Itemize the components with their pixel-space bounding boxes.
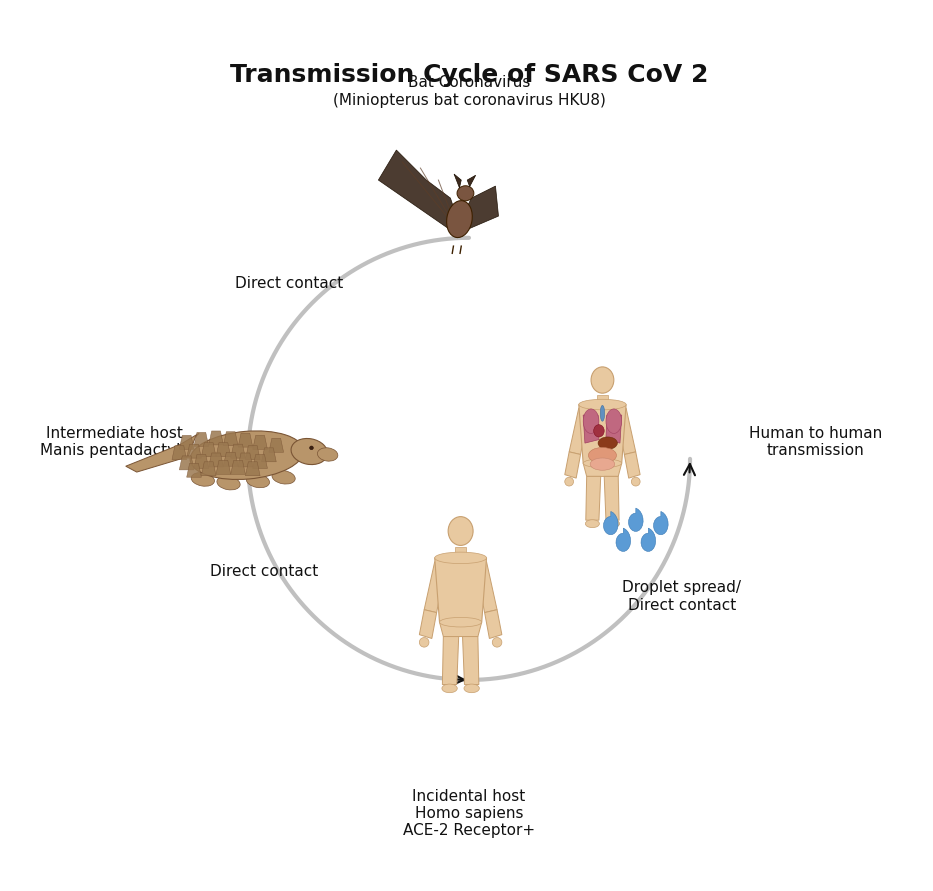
Polygon shape (629, 508, 643, 531)
Polygon shape (463, 636, 479, 684)
Polygon shape (605, 477, 620, 520)
Polygon shape (238, 433, 253, 447)
Text: Transmission Cycle of SARS CoV 2: Transmission Cycle of SARS CoV 2 (230, 62, 708, 86)
Ellipse shape (591, 367, 614, 393)
Ellipse shape (606, 519, 620, 527)
Polygon shape (230, 445, 245, 458)
Ellipse shape (493, 638, 502, 647)
Polygon shape (569, 408, 590, 454)
Polygon shape (245, 462, 260, 476)
Text: Direct contact: Direct contact (211, 564, 319, 579)
Ellipse shape (600, 405, 605, 421)
Ellipse shape (632, 478, 640, 486)
Ellipse shape (439, 617, 481, 627)
Polygon shape (238, 453, 253, 467)
Polygon shape (624, 452, 640, 478)
Polygon shape (230, 461, 245, 474)
Polygon shape (187, 445, 202, 458)
Text: Bat Coronavirus
(Miniopterus bat coronavirus HKU8): Bat Coronavirus (Miniopterus bat coronav… (332, 75, 606, 108)
Ellipse shape (419, 638, 429, 647)
Polygon shape (604, 511, 618, 535)
Polygon shape (425, 561, 446, 613)
Ellipse shape (191, 472, 215, 486)
Polygon shape (209, 453, 223, 467)
Polygon shape (216, 443, 230, 457)
Polygon shape (597, 395, 607, 405)
Polygon shape (583, 415, 599, 443)
Polygon shape (253, 436, 268, 449)
Ellipse shape (464, 684, 480, 692)
Polygon shape (578, 405, 626, 463)
Text: Droplet spread/
Direct contact: Droplet spread/ Direct contact (622, 580, 741, 613)
Polygon shape (261, 448, 276, 462)
Polygon shape (245, 446, 260, 460)
Ellipse shape (564, 478, 574, 486)
Polygon shape (126, 433, 199, 472)
Polygon shape (419, 609, 437, 639)
Polygon shape (179, 436, 194, 449)
Polygon shape (179, 456, 194, 470)
Polygon shape (187, 463, 202, 478)
Text: Direct contact: Direct contact (235, 276, 343, 291)
Polygon shape (223, 432, 238, 446)
Polygon shape (216, 461, 230, 474)
Ellipse shape (291, 438, 327, 464)
Ellipse shape (272, 470, 295, 484)
Polygon shape (194, 454, 209, 469)
Polygon shape (653, 511, 668, 535)
Text: Human to human
transmission: Human to human transmission (748, 426, 882, 458)
Ellipse shape (190, 431, 303, 479)
Ellipse shape (317, 448, 338, 462)
Text: Incidental host
Homo sapiens
ACE-2 Receptor+: Incidental host Homo sapiens ACE-2 Recep… (403, 789, 535, 838)
Polygon shape (253, 454, 268, 469)
Polygon shape (475, 561, 497, 613)
Ellipse shape (593, 425, 605, 437)
Ellipse shape (585, 519, 599, 527)
Polygon shape (641, 528, 656, 552)
Polygon shape (269, 438, 284, 453)
Ellipse shape (583, 459, 621, 468)
Ellipse shape (448, 517, 473, 545)
Ellipse shape (442, 684, 457, 692)
Polygon shape (583, 463, 621, 477)
Ellipse shape (598, 437, 618, 449)
Polygon shape (435, 558, 486, 622)
Polygon shape (586, 477, 601, 520)
Ellipse shape (216, 477, 240, 490)
Ellipse shape (246, 474, 270, 487)
Polygon shape (439, 622, 481, 636)
Ellipse shape (589, 447, 617, 463)
Polygon shape (379, 150, 456, 234)
Ellipse shape (457, 185, 474, 200)
Polygon shape (616, 408, 635, 454)
Polygon shape (202, 443, 216, 457)
Ellipse shape (310, 446, 313, 450)
Polygon shape (467, 176, 476, 186)
Ellipse shape (606, 409, 621, 433)
Polygon shape (564, 452, 580, 478)
Ellipse shape (447, 200, 472, 238)
Polygon shape (442, 636, 459, 684)
Polygon shape (455, 547, 466, 558)
Polygon shape (209, 431, 223, 445)
Ellipse shape (578, 399, 626, 410)
Text: Intermediate host
Manis pentadactyla: Intermediate host Manis pentadactyla (39, 426, 189, 458)
Polygon shape (484, 609, 502, 639)
Polygon shape (223, 453, 238, 466)
Polygon shape (202, 462, 216, 476)
Polygon shape (172, 446, 187, 460)
Ellipse shape (435, 552, 486, 564)
Polygon shape (194, 432, 209, 446)
Polygon shape (456, 186, 498, 234)
Polygon shape (606, 415, 621, 443)
Polygon shape (454, 174, 461, 188)
Polygon shape (616, 528, 631, 552)
Ellipse shape (591, 458, 615, 470)
Ellipse shape (583, 409, 599, 433)
